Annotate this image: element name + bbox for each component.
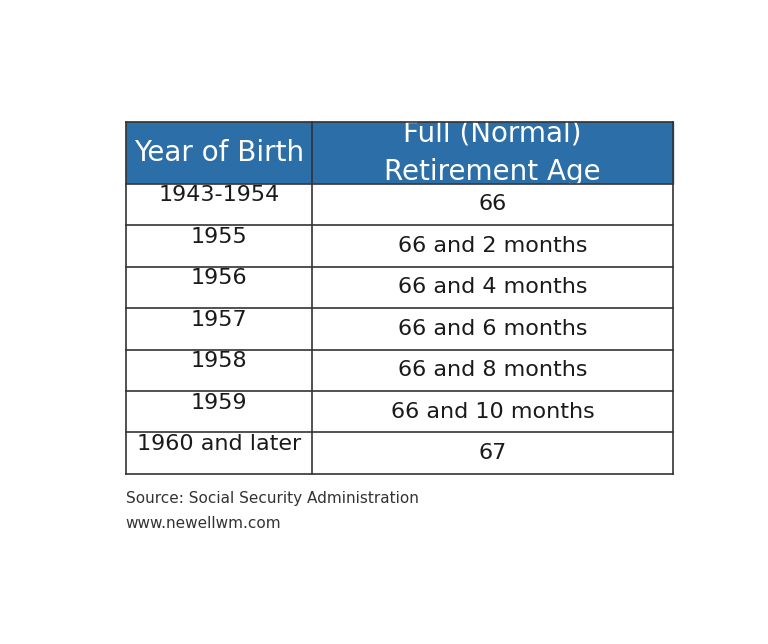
Text: 66 and 2 months: 66 and 2 months bbox=[398, 236, 588, 256]
Text: 1957: 1957 bbox=[190, 310, 247, 330]
Bar bbox=[126, 350, 312, 391]
Bar bbox=[312, 225, 674, 267]
Bar bbox=[312, 433, 674, 474]
Text: 1943-1954: 1943-1954 bbox=[158, 185, 280, 205]
Bar bbox=[126, 267, 312, 308]
Bar bbox=[126, 433, 312, 474]
Bar bbox=[312, 350, 674, 391]
Text: 67: 67 bbox=[478, 443, 507, 463]
Text: 1958: 1958 bbox=[190, 351, 247, 371]
Text: 1956: 1956 bbox=[190, 268, 247, 288]
Bar bbox=[312, 391, 674, 433]
Bar bbox=[126, 122, 312, 184]
Bar bbox=[312, 267, 674, 308]
Text: 66 and 4 months: 66 and 4 months bbox=[398, 278, 588, 298]
Text: 66 and 8 months: 66 and 8 months bbox=[398, 360, 588, 380]
Text: 66 and 10 months: 66 and 10 months bbox=[391, 402, 594, 422]
Text: Year of Birth: Year of Birth bbox=[134, 138, 304, 167]
Text: 1955: 1955 bbox=[190, 227, 247, 247]
Bar bbox=[312, 184, 674, 225]
Text: 66 and 6 months: 66 and 6 months bbox=[398, 319, 588, 339]
Bar bbox=[126, 308, 312, 350]
Bar bbox=[126, 225, 312, 267]
Bar bbox=[126, 391, 312, 433]
Text: 1960 and later: 1960 and later bbox=[137, 434, 301, 454]
Text: 1959: 1959 bbox=[190, 393, 247, 413]
Text: 66: 66 bbox=[478, 194, 507, 214]
Bar bbox=[312, 122, 674, 184]
Text: Source: Social Security Administration: Source: Social Security Administration bbox=[126, 491, 419, 506]
Text: www.newellwm.com: www.newellwm.com bbox=[126, 516, 281, 531]
Bar bbox=[126, 184, 312, 225]
Bar bbox=[312, 308, 674, 350]
Text: Full (Normal)
Retirement Age: Full (Normal) Retirement Age bbox=[384, 119, 601, 186]
